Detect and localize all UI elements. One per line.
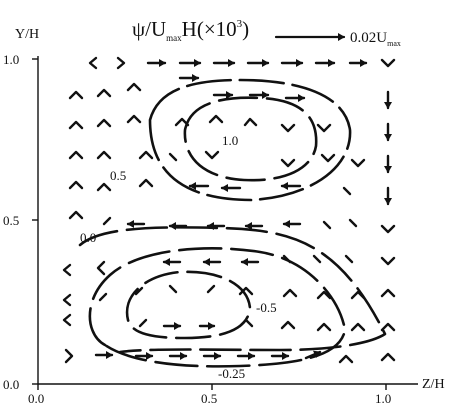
vector-arrow [316, 123, 332, 133]
vector-arrow [350, 322, 366, 332]
vector-arrow [380, 256, 396, 266]
vector-arrow [282, 288, 298, 298]
streamline-inner-lower [125, 270, 252, 340]
vector-arrow [350, 290, 366, 300]
vector-arrow [304, 350, 322, 360]
vector-arrow [64, 348, 74, 364]
vector-arrow [204, 150, 220, 160]
vector-arrow [96, 88, 112, 98]
vector-arrow [62, 263, 72, 277]
vector-arrow [380, 224, 396, 234]
vector-arrow [138, 178, 154, 188]
y-tick-label: 0.0 [3, 377, 19, 392]
vector-arrow [62, 293, 72, 307]
vector-arrow [348, 218, 358, 228]
contour-label: -0.5 [256, 300, 277, 315]
vector-arrow [380, 58, 396, 68]
x-axis-label: Z/H [422, 377, 445, 392]
vector-arrow [68, 90, 84, 100]
x-tick-label: 1.0 [375, 391, 391, 403]
vector-arrow [243, 117, 258, 127]
vector-arrow [96, 118, 112, 128]
vector-arrow [316, 290, 332, 300]
vector-arrow [322, 220, 332, 230]
vector-arrow [68, 210, 84, 220]
vector-arrow [208, 114, 224, 124]
vector-arrow [320, 153, 336, 163]
x-tick-label: 0.5 [201, 391, 217, 403]
vector-arrow [68, 150, 84, 160]
vector-arrow [126, 114, 142, 124]
vector-arrow [138, 150, 154, 160]
vector-arrow [206, 284, 216, 294]
vector-arrow [68, 120, 84, 130]
vector-arrow [380, 322, 396, 332]
vector-arrow [174, 117, 190, 127]
contour-label: 1.0 [222, 133, 238, 148]
vector-arrow [168, 284, 178, 294]
streamline-inner-upper [183, 96, 318, 182]
chart-title: ψ/UmaxH(×103) [132, 17, 249, 43]
vector-arrow [282, 254, 292, 264]
vector-arrow [134, 286, 144, 296]
streamline-outer-lower [88, 247, 347, 368]
streamline-outer-upper [148, 78, 352, 202]
vector-arrow [350, 158, 366, 168]
vector-arrow [88, 56, 98, 70]
vector-arrow [238, 286, 254, 296]
vector-arrow [380, 352, 396, 362]
y-axis-label: Y/H [15, 27, 39, 42]
contour-label: 0.0 [80, 230, 96, 245]
vector-arrow [98, 292, 108, 302]
vector-arrow [96, 150, 112, 160]
vector-arrow [96, 182, 112, 192]
vector-arrow [312, 254, 322, 264]
vector-arrow [62, 313, 72, 327]
vector-arrow [238, 318, 254, 328]
contour-label: -0.25 [218, 366, 245, 381]
contour-label: 0.5 [110, 168, 126, 183]
vector-arrow [102, 216, 112, 226]
vector-arrow [316, 322, 332, 332]
y-tick-label: 1.0 [3, 52, 19, 67]
vector-arrow [280, 123, 296, 133]
vector-arrow [280, 158, 296, 168]
y-tick-label: 0.5 [3, 213, 19, 228]
vector-arrow [96, 260, 106, 276]
vector-arrow [138, 318, 148, 328]
vector-arrow [380, 288, 396, 298]
vector-arrow [168, 152, 178, 162]
vector-arrow [116, 56, 126, 70]
reference-vector-label: 0.02Umax [350, 30, 401, 48]
vector-arrow [344, 254, 354, 264]
x-tick-label: 0.0 [28, 391, 44, 403]
velocity-vector-field [62, 56, 396, 364]
vector-arrow [342, 186, 352, 196]
vector-arrow [68, 180, 84, 190]
vector-arrow [280, 320, 296, 330]
streamline-contours [78, 78, 387, 368]
streamline-zero [78, 226, 387, 354]
vector-arrow [338, 354, 354, 364]
vector-arrow [126, 82, 142, 92]
